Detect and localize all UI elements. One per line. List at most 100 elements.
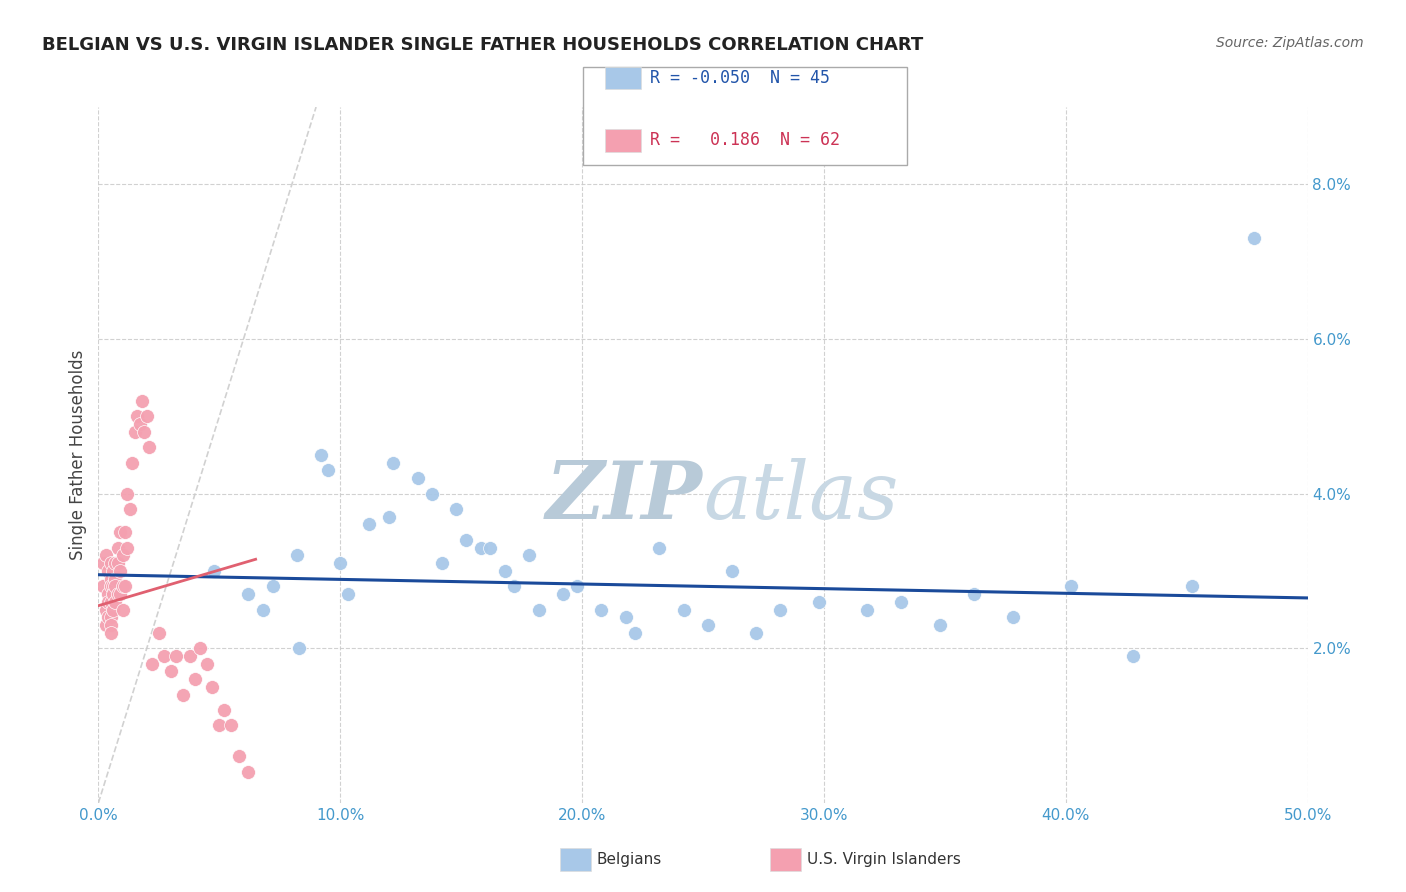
Point xyxy=(179,648,201,663)
Point xyxy=(107,556,129,570)
Point xyxy=(107,587,129,601)
Point xyxy=(152,648,174,663)
Text: atlas: atlas xyxy=(703,458,898,535)
Point xyxy=(446,502,468,516)
Point xyxy=(104,595,127,609)
Point xyxy=(648,541,671,555)
Point xyxy=(454,533,477,547)
Point xyxy=(567,579,589,593)
Point xyxy=(114,579,136,593)
Point xyxy=(527,602,550,616)
Text: Source: ZipAtlas.com: Source: ZipAtlas.com xyxy=(1216,36,1364,50)
Point xyxy=(420,486,443,500)
Point xyxy=(118,502,141,516)
Point xyxy=(165,648,187,663)
Point xyxy=(127,409,149,424)
Point xyxy=(201,680,224,694)
Point xyxy=(359,517,381,532)
Point xyxy=(1122,648,1144,663)
Point xyxy=(1001,610,1024,624)
Point xyxy=(672,602,695,616)
Point xyxy=(100,610,122,624)
Point xyxy=(117,486,139,500)
Point xyxy=(430,556,453,570)
Point xyxy=(929,618,952,632)
Point xyxy=(101,564,124,578)
Text: R =   0.186  N = 62: R = 0.186 N = 62 xyxy=(650,131,839,150)
Text: U.S. Virgin Islanders: U.S. Virgin Islanders xyxy=(807,853,960,867)
Point xyxy=(479,541,502,555)
Point xyxy=(97,595,120,609)
Point xyxy=(252,602,274,616)
Point xyxy=(100,595,122,609)
Point xyxy=(406,471,429,485)
Point xyxy=(124,425,146,439)
Point xyxy=(160,665,183,679)
Point xyxy=(336,587,359,601)
Point xyxy=(114,525,136,540)
Point xyxy=(101,579,124,593)
Point xyxy=(262,579,284,593)
Point xyxy=(204,564,226,578)
Point xyxy=(745,625,768,640)
Point xyxy=(117,541,139,555)
Point xyxy=(101,587,124,601)
Point xyxy=(104,579,127,593)
Point xyxy=(624,625,647,640)
Point xyxy=(188,641,211,656)
Point xyxy=(591,602,613,616)
Point xyxy=(111,602,134,616)
Point xyxy=(101,602,124,616)
Point xyxy=(94,618,117,632)
Point xyxy=(228,749,250,764)
Point xyxy=(238,587,260,601)
Point xyxy=(890,595,912,609)
Point xyxy=(382,456,405,470)
Point xyxy=(97,587,120,601)
Point xyxy=(100,625,122,640)
Point xyxy=(172,688,194,702)
Point xyxy=(131,393,153,408)
Point xyxy=(517,549,540,563)
Point xyxy=(107,541,129,555)
Point xyxy=(97,610,120,624)
Point xyxy=(100,556,122,570)
Text: R = -0.050  N = 45: R = -0.050 N = 45 xyxy=(650,69,830,87)
Point xyxy=(111,579,134,593)
Point xyxy=(108,564,131,578)
Point xyxy=(138,440,160,454)
Point xyxy=(108,587,131,601)
Point xyxy=(1243,231,1265,245)
Point xyxy=(494,564,516,578)
Point xyxy=(148,625,170,640)
Point xyxy=(1059,579,1081,593)
Point xyxy=(135,409,157,424)
Text: ZIP: ZIP xyxy=(546,458,703,535)
Point xyxy=(721,564,744,578)
Point xyxy=(91,556,114,570)
Point xyxy=(94,602,117,616)
Point xyxy=(808,595,831,609)
Point xyxy=(238,764,260,779)
Point xyxy=(963,587,986,601)
Point xyxy=(316,463,339,477)
Point xyxy=(503,579,526,593)
Point xyxy=(97,564,120,578)
Point xyxy=(111,549,134,563)
Text: BELGIAN VS U.S. VIRGIN ISLANDER SINGLE FATHER HOUSEHOLDS CORRELATION CHART: BELGIAN VS U.S. VIRGIN ISLANDER SINGLE F… xyxy=(42,36,924,54)
Point xyxy=(696,618,718,632)
Point xyxy=(769,602,792,616)
Point xyxy=(195,657,218,671)
Point xyxy=(134,425,156,439)
Point xyxy=(212,703,235,717)
Point xyxy=(285,549,308,563)
Point xyxy=(377,509,399,524)
Point xyxy=(288,641,311,656)
Text: Belgians: Belgians xyxy=(596,853,661,867)
Point xyxy=(856,602,879,616)
Point xyxy=(329,556,352,570)
Point xyxy=(108,525,131,540)
Point xyxy=(100,618,122,632)
Point xyxy=(208,718,231,732)
Point xyxy=(551,587,574,601)
